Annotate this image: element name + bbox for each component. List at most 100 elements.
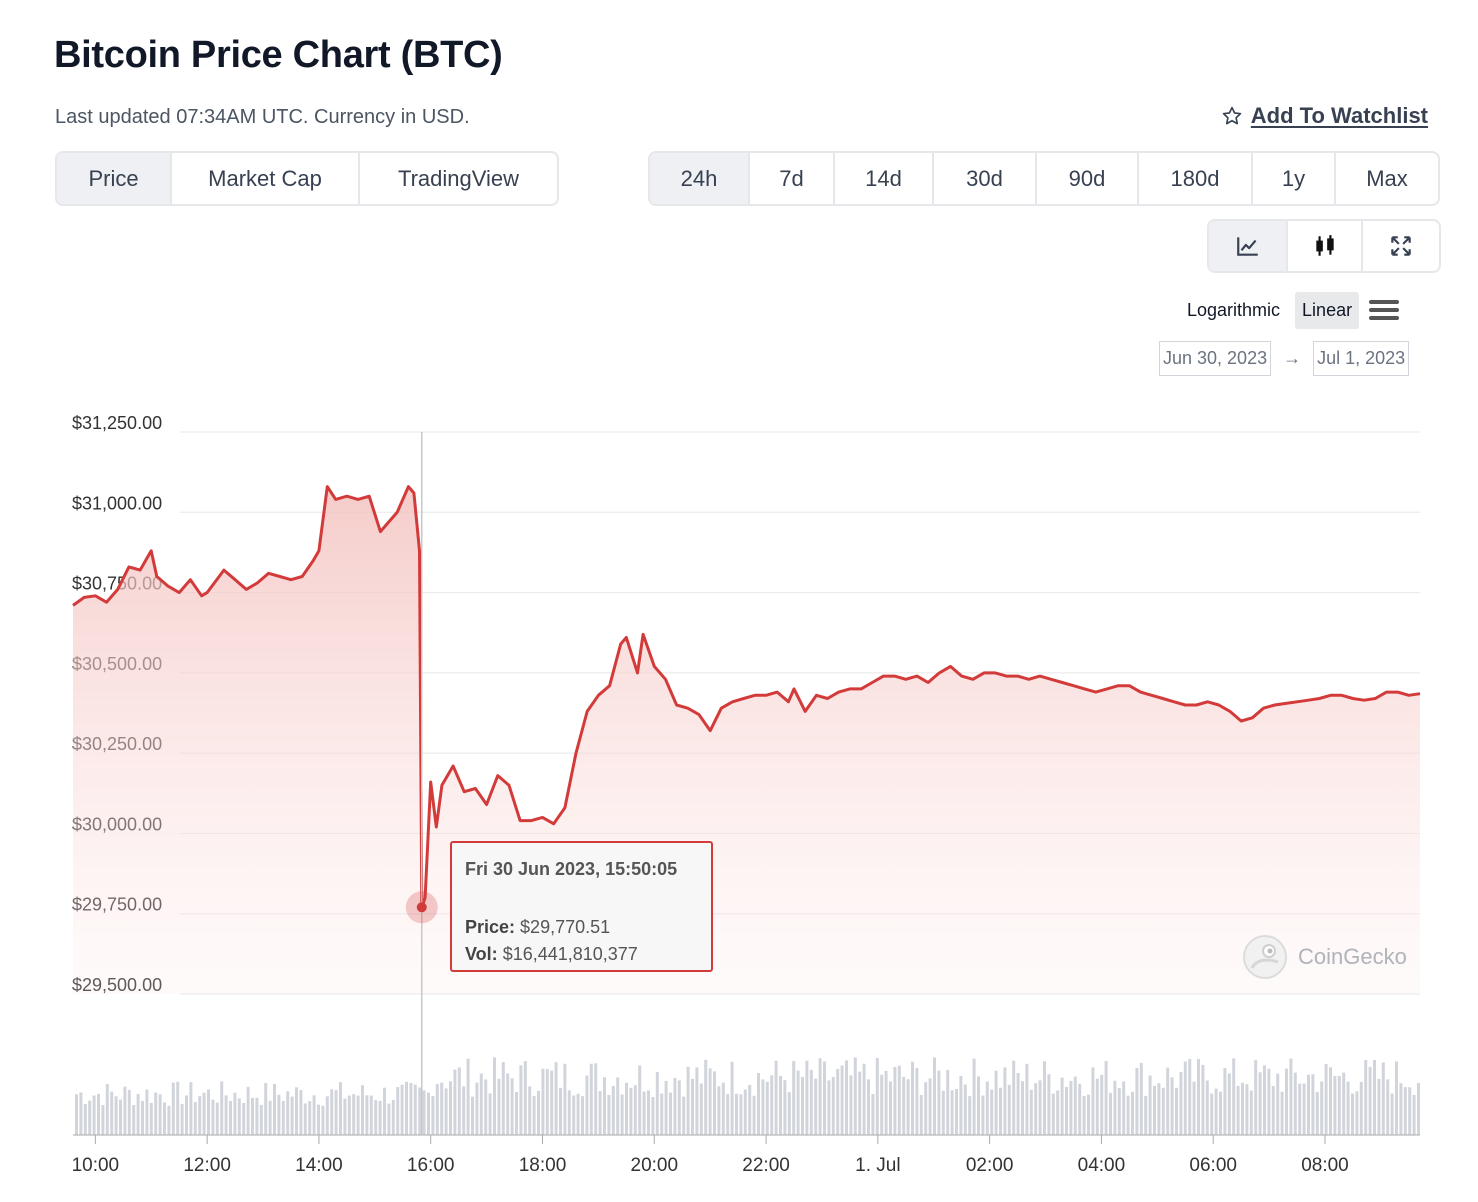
range-1y[interactable]: 1y: [1253, 153, 1336, 204]
volume-bar: [1258, 1072, 1262, 1135]
volume-bar: [823, 1061, 826, 1135]
date-from-input[interactable]: Jun 30, 2023: [1159, 340, 1272, 376]
fullscreen-button[interactable]: [1363, 221, 1439, 271]
volume-bar: [994, 1070, 998, 1135]
volume-bar: [290, 1096, 294, 1135]
add-to-watchlist-button[interactable]: Add To Watchlist: [1221, 103, 1428, 129]
volume-bar: [141, 1100, 144, 1135]
volume-bar: [735, 1093, 738, 1135]
volume-bar: [75, 1094, 78, 1135]
x-tick-label: 20:00: [631, 1155, 679, 1176]
volume-bar: [1003, 1067, 1007, 1135]
volume-bar: [163, 1102, 166, 1135]
volume-bar: [1135, 1067, 1139, 1135]
volume-bar: [748, 1084, 752, 1135]
star-icon: [1222, 106, 1242, 125]
volume-bar: [1170, 1077, 1174, 1135]
volume-bar: [220, 1081, 224, 1135]
volume-bar: [229, 1100, 232, 1135]
volume-bar: [295, 1087, 298, 1135]
volume-bar: [625, 1082, 628, 1135]
volume-bar: [928, 1078, 932, 1135]
range-30d[interactable]: 30d: [934, 153, 1037, 204]
range-14d[interactable]: 14d: [835, 153, 934, 204]
volume-bar: [339, 1082, 342, 1135]
volume-bar: [541, 1068, 545, 1135]
volume-bar: [1315, 1092, 1319, 1135]
volume-bar: [1139, 1062, 1143, 1135]
volume-bar: [752, 1095, 756, 1135]
volume-bar: [391, 1099, 395, 1135]
volume-bar: [726, 1093, 730, 1135]
volume-bar: [1025, 1063, 1029, 1135]
volume-bar: [862, 1063, 866, 1135]
volume-bar: [286, 1091, 290, 1135]
volume-bar: [1417, 1082, 1420, 1135]
candlestick-button[interactable]: [1288, 221, 1363, 271]
volume-bar: [537, 1090, 540, 1135]
date-to-input[interactable]: Jul 1, 2023: [1313, 340, 1410, 376]
range-max[interactable]: Max: [1366, 165, 1408, 191]
volume-bar: [202, 1092, 206, 1135]
volume-bar: [1241, 1082, 1244, 1135]
volume-bar: [1197, 1059, 1200, 1135]
volume-bar: [497, 1078, 501, 1135]
volume-bar: [493, 1057, 496, 1135]
tab-price[interactable]: Price: [57, 153, 172, 204]
volume-bar: [114, 1096, 118, 1135]
volume-bar: [475, 1082, 479, 1135]
volume-bar: [589, 1063, 593, 1135]
x-tick-label: 04:00: [1078, 1155, 1126, 1176]
volume-bar: [374, 1100, 378, 1135]
scale-logarithmic[interactable]: Logarithmic: [1187, 299, 1281, 320]
volume-bar: [761, 1079, 765, 1135]
menu-icon[interactable]: [1369, 299, 1400, 321]
volume-bar: [1065, 1086, 1068, 1135]
volume-bar: [237, 1098, 241, 1135]
volume-bar: [321, 1105, 325, 1135]
range-90d[interactable]: 90d: [1037, 153, 1139, 204]
volume-bar: [440, 1082, 444, 1135]
scale-linear[interactable]: Linear: [1295, 291, 1360, 329]
volume-bar: [1082, 1095, 1086, 1135]
volume-bar: [567, 1090, 571, 1135]
volume-bar: [1280, 1091, 1284, 1135]
tab-market-cap[interactable]: Market Cap: [172, 153, 360, 204]
volume-bar: [1329, 1067, 1332, 1135]
volume-bar: [774, 1060, 778, 1135]
volume-bar: [554, 1062, 558, 1135]
range-7d[interactable]: 7d: [750, 153, 835, 204]
volume-bar: [550, 1070, 554, 1135]
volume-bar: [946, 1069, 950, 1135]
volume-bar: [906, 1079, 910, 1135]
volume-bar: [501, 1062, 505, 1135]
volume-bar: [1324, 1063, 1328, 1135]
volume-bar: [765, 1081, 769, 1135]
volume-bar: [1016, 1073, 1020, 1135]
volume-bar: [1311, 1074, 1315, 1135]
volume-bar: [1408, 1087, 1412, 1135]
tooltip-vol-label: Vol:: [465, 944, 498, 964]
volume-bar: [92, 1095, 96, 1135]
volume-bar: [1263, 1065, 1266, 1135]
volume-bar: [396, 1087, 400, 1135]
chart-tooltip: Fri 30 Jun 2023, 15:50:05 Price: $29,770…: [450, 841, 713, 972]
volume-bar: [730, 1061, 734, 1135]
volume-bar: [1395, 1061, 1398, 1135]
volume-bar: [1351, 1093, 1354, 1135]
range-180d[interactable]: 180d: [1139, 153, 1253, 204]
tab-tradingview[interactable]: TradingView: [397, 165, 520, 191]
volume-bar: [1298, 1083, 1302, 1135]
line-chart-button[interactable]: [1209, 221, 1288, 271]
volume-bar: [660, 1093, 664, 1135]
volume-bar: [1307, 1074, 1310, 1135]
volume-bar: [1007, 1084, 1011, 1135]
volume-bar: [1342, 1072, 1346, 1135]
volume-bar: [1232, 1058, 1236, 1135]
volume-bar: [264, 1082, 268, 1135]
volume-bar: [97, 1093, 100, 1135]
volume-bar: [431, 1096, 435, 1135]
volume-bar: [1320, 1081, 1324, 1135]
range-24h[interactable]: 24h: [650, 153, 750, 204]
